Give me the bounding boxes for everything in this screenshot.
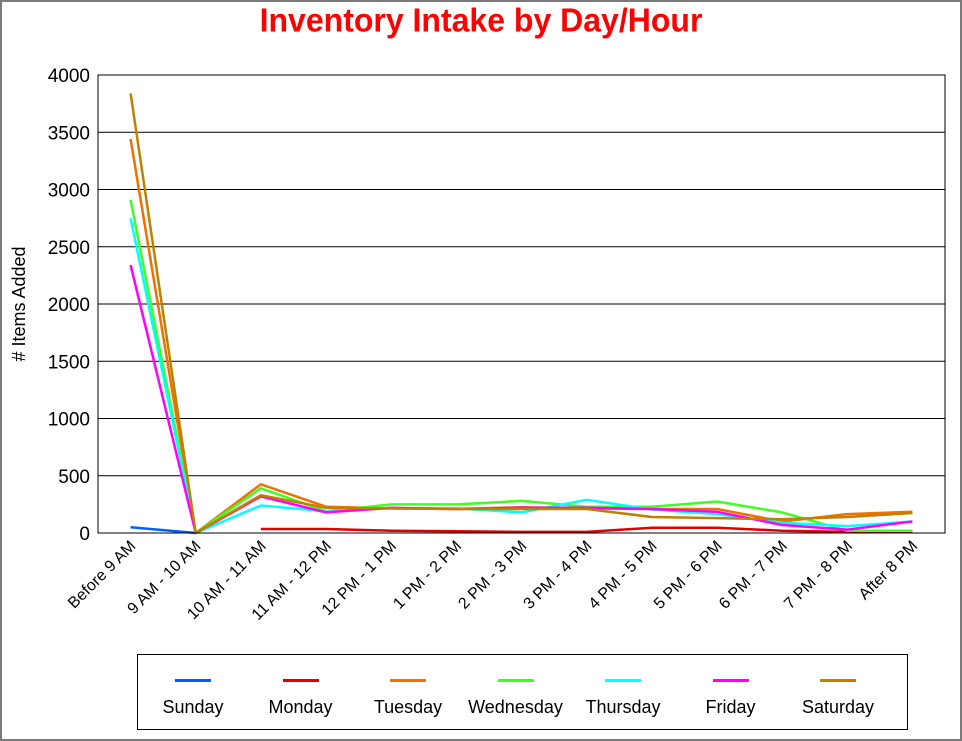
- x-tick-label: 6 PM - 7 PM: [716, 538, 791, 613]
- legend-swatch: [282, 679, 319, 682]
- legend-item-friday: Friday: [676, 655, 786, 729]
- chart-title: Inventory Intake by Day/Hour: [259, 1, 703, 39]
- x-tick-label: 2 PM - 3 PM: [455, 538, 530, 613]
- y-tick-label: 0: [79, 524, 90, 545]
- x-tick-label: After 8 PM: [856, 538, 921, 603]
- x-tick-label: 3 PM - 4 PM: [521, 538, 596, 613]
- x-tick-label: 7 PM - 8 PM: [781, 538, 856, 613]
- y-tick-label: 3000: [48, 181, 90, 202]
- series-line-monday: [260, 526, 913, 534]
- legend-swatch: [820, 679, 856, 682]
- legend-swatch: [497, 679, 534, 682]
- x-tick-label: 1 PM - 2 PM: [390, 538, 465, 613]
- y-tick-label: 4000: [48, 66, 90, 87]
- series-lines: [129, 93, 913, 535]
- gridlines: [98, 131, 945, 477]
- series-line-wednesday: [129, 199, 913, 535]
- y-tick-label: 500: [58, 467, 90, 488]
- plot-area-border: [97, 74, 946, 534]
- x-tick-label: 4 PM - 5 PM: [586, 538, 661, 613]
- legend-label: Tuesday: [373, 697, 443, 717]
- legend-swatch: [712, 679, 749, 682]
- x-tick-label: 5 PM - 6 PM: [651, 538, 726, 613]
- series-line-saturday: [129, 93, 913, 535]
- y-axis-ticks: 0 500 1000 1500 2000 2500 3000 3500 4000: [48, 66, 90, 545]
- y-tick-label: 1000: [48, 410, 90, 431]
- legend-swatch: [175, 679, 211, 682]
- legend-label: Wednesday: [468, 697, 563, 717]
- legend-item-saturday: Saturday: [783, 655, 893, 729]
- legend-swatch: [390, 679, 426, 682]
- legend-item-thursday: Thursday: [568, 655, 678, 729]
- y-tick-label: 1500: [48, 352, 90, 373]
- legend-label: Saturday: [801, 697, 875, 717]
- legend-label: Sunday: [162, 697, 224, 717]
- series-line-tuesday: [129, 138, 913, 535]
- legend: Sunday Monday Tuesday Wednesday Thursday Frid…: [137, 654, 908, 730]
- y-tick-label: 2000: [48, 295, 90, 316]
- legend-item-monday: Monday: [246, 655, 356, 729]
- series-line-sunday: [130, 526, 196, 535]
- legend-swatch: [605, 679, 641, 682]
- line-chart: 0 500 1000 1500 2000 2500 3000 3500 4000 Before …: [9, 66, 946, 624]
- y-tick-label: 3500: [48, 123, 90, 144]
- legend-item-wednesday: Wednesday: [461, 655, 571, 729]
- legend-item-sunday: Sunday: [138, 655, 248, 729]
- legend-label: Thursday: [585, 697, 661, 717]
- legend-label: Friday: [705, 697, 756, 717]
- y-tick-label: 2500: [48, 238, 90, 259]
- legend-item-tuesday: Tuesday: [353, 655, 463, 729]
- legend-label: Monday: [268, 697, 333, 717]
- y-axis-label: # Items Added: [9, 246, 29, 361]
- series-line-thursday: [129, 217, 913, 535]
